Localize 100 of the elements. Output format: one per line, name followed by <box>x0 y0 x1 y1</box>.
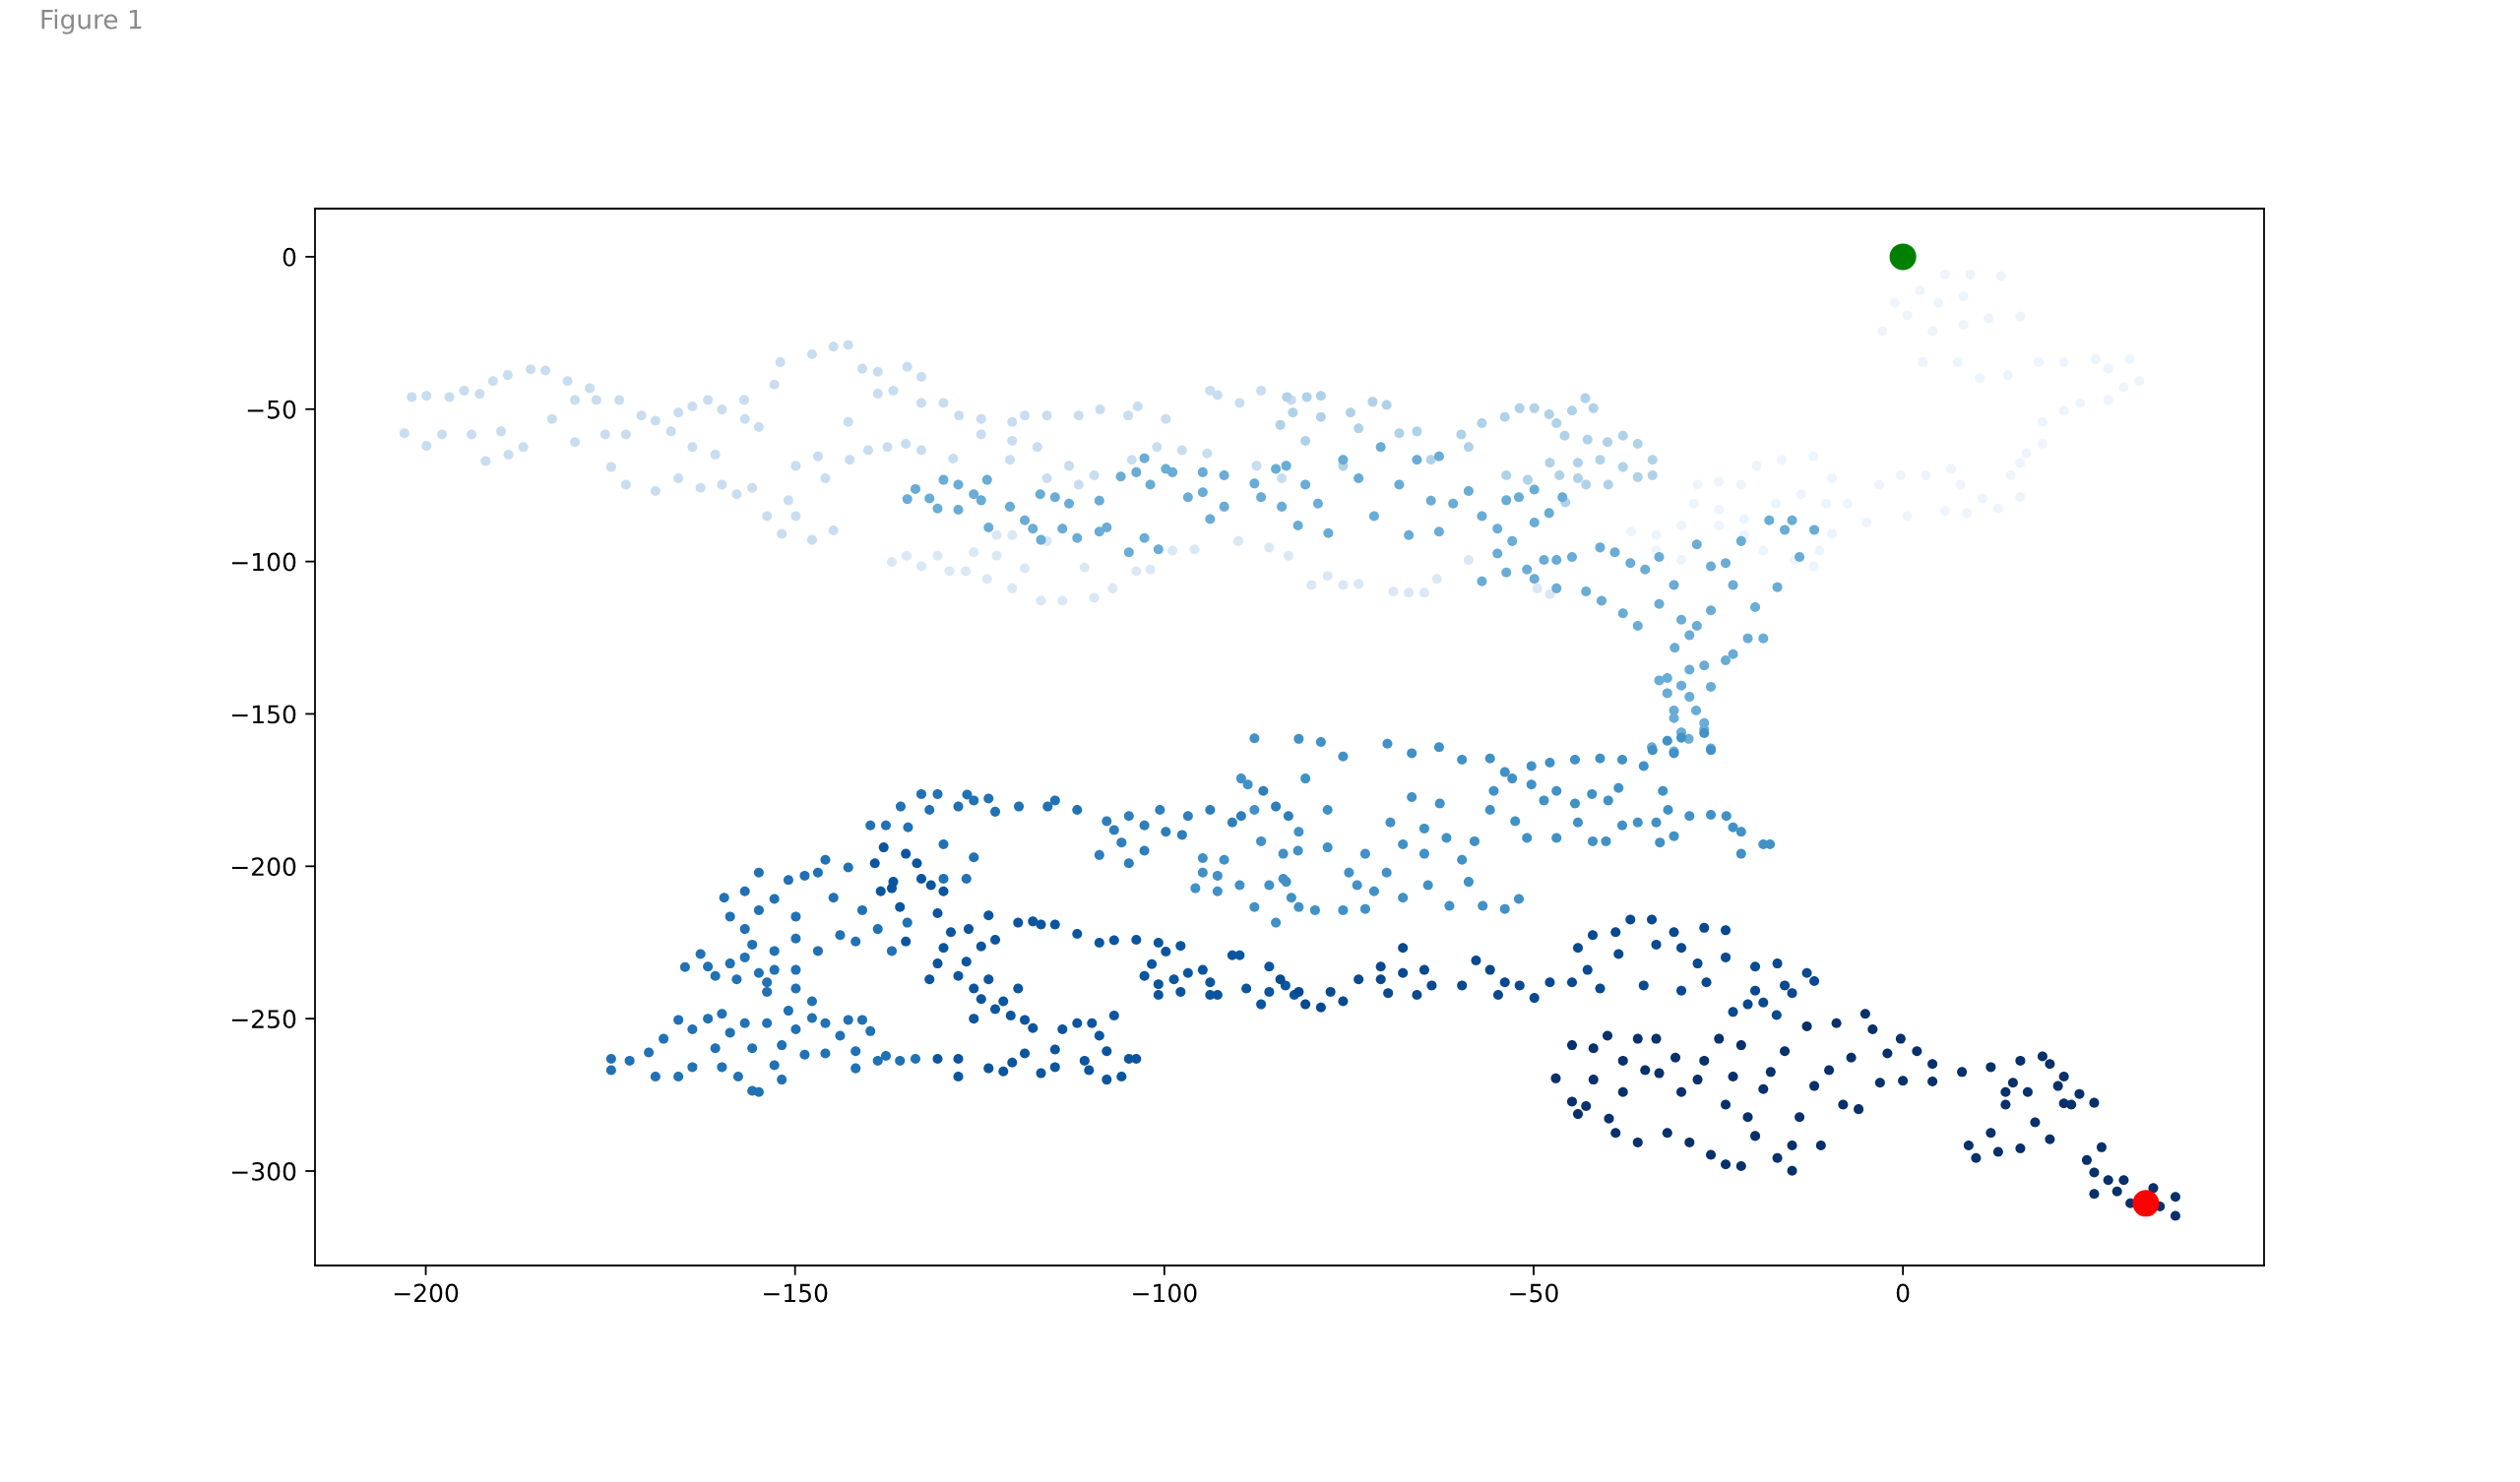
point <box>1676 985 1687 996</box>
point <box>1651 939 1662 950</box>
point <box>1514 980 1525 991</box>
point <box>1484 964 1495 975</box>
point <box>1131 566 1142 577</box>
point <box>1300 999 1311 1010</box>
point <box>1338 996 1349 1007</box>
point <box>1315 411 1326 422</box>
point <box>1771 1010 1782 1020</box>
point <box>969 547 979 558</box>
point <box>981 574 992 585</box>
point <box>1338 580 1349 590</box>
y-tick-label: −200 <box>231 857 296 877</box>
point <box>1463 555 1474 566</box>
point <box>991 550 1002 561</box>
point <box>1701 977 1712 988</box>
point <box>1227 817 1237 828</box>
point <box>886 556 897 567</box>
point <box>1431 574 1442 585</box>
point <box>1501 469 1512 480</box>
caption: Figure 1 <box>41 9 142 34</box>
y-tick-label: −250 <box>231 1010 296 1029</box>
point <box>1750 985 1761 996</box>
point <box>1306 580 1317 590</box>
point <box>1036 595 1046 606</box>
point <box>1572 473 1583 484</box>
point <box>1514 402 1525 413</box>
point <box>1383 988 1394 999</box>
point <box>1271 801 1282 812</box>
point <box>1647 914 1658 925</box>
point <box>1544 589 1555 600</box>
y-tick-label: −50 <box>247 400 296 419</box>
point <box>1301 392 1312 402</box>
point <box>1544 409 1554 420</box>
point <box>1603 479 1613 490</box>
point <box>1492 989 1503 1000</box>
point <box>1463 442 1474 453</box>
point <box>1275 974 1286 985</box>
point <box>1582 964 1593 975</box>
point <box>1232 535 1243 546</box>
point <box>1404 587 1415 598</box>
y-tick-label: −150 <box>231 705 296 724</box>
point <box>1721 952 1732 962</box>
point <box>1554 469 1565 480</box>
point <box>1581 479 1592 490</box>
point <box>1595 455 1606 465</box>
point <box>1412 989 1422 1000</box>
point <box>1258 785 1269 796</box>
point <box>1123 811 1134 822</box>
point <box>1638 980 1649 991</box>
point <box>915 561 926 572</box>
x-tick-label: −100 <box>1133 1283 1197 1303</box>
point <box>1161 827 1171 837</box>
point <box>1566 977 1577 988</box>
x-tick-label: 0 <box>1896 1283 1910 1303</box>
x-tick-label: −200 <box>394 1283 459 1303</box>
point <box>1809 976 1820 987</box>
point <box>944 566 955 577</box>
point <box>1394 428 1405 439</box>
point <box>1345 407 1355 418</box>
point <box>1367 397 1378 407</box>
point <box>1139 845 1150 856</box>
point <box>1602 437 1613 448</box>
point <box>1699 922 1710 933</box>
point <box>1398 943 1409 954</box>
point <box>1145 564 1156 575</box>
point <box>1123 858 1134 869</box>
point <box>1544 458 1555 468</box>
point <box>1264 542 1275 553</box>
point <box>1293 986 1304 997</box>
point <box>1471 955 1481 966</box>
point <box>1176 830 1187 840</box>
point <box>991 529 1002 540</box>
point <box>1182 811 1193 822</box>
point <box>1787 988 1797 999</box>
point <box>1426 980 1437 991</box>
point <box>1418 964 1429 975</box>
point <box>1007 583 1018 593</box>
point <box>1499 411 1510 422</box>
point <box>1315 391 1326 401</box>
point <box>1425 455 1436 465</box>
point <box>1418 587 1429 598</box>
point <box>1532 583 1543 593</box>
point <box>1057 595 1068 606</box>
point <box>1566 405 1577 416</box>
point <box>1529 993 1540 1004</box>
point <box>1189 544 1200 555</box>
point <box>1412 426 1422 437</box>
point <box>932 550 943 561</box>
point <box>1477 418 1487 429</box>
point <box>1595 983 1606 994</box>
point <box>1588 402 1599 413</box>
point <box>1007 529 1018 540</box>
point <box>901 550 912 561</box>
point <box>1275 419 1286 430</box>
y-tick-label: −300 <box>231 1161 296 1181</box>
point <box>1205 805 1216 816</box>
point <box>1108 825 1119 835</box>
point <box>1499 977 1510 988</box>
point <box>2132 1190 2160 1217</box>
